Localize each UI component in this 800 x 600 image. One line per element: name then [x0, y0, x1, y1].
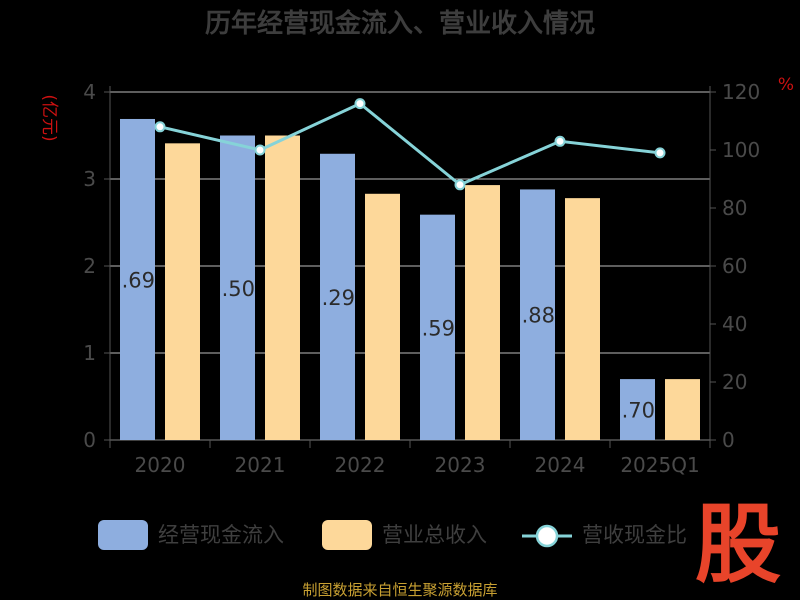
ratio-point	[254, 144, 266, 156]
legend-marker-ratio	[535, 524, 559, 548]
bar-value-label: .59	[422, 316, 455, 340]
ratio-point	[454, 179, 466, 191]
bar-revenue	[665, 379, 700, 440]
ratio-line-path	[159, 101, 661, 187]
legend-swatch-revenue	[322, 520, 372, 550]
logo-mark: 股	[695, 494, 781, 595]
source-note: 制图数据来自恒生聚源数据库	[302, 581, 497, 599]
chart-title: 历年经营现金流入、营业收入情况	[205, 8, 595, 39]
right-tick-label: 120	[722, 80, 760, 104]
left-tick-label: 3	[83, 167, 96, 191]
left-axis-ticks: 0 1 2 3 4	[83, 80, 111, 452]
right-tick-label: 40	[722, 312, 747, 336]
left-tick-label: 2	[83, 254, 96, 278]
bar-revenue	[465, 185, 500, 440]
x-tick-label: 2023	[435, 453, 486, 477]
x-tick-label: 2020	[135, 453, 186, 477]
ratio-point	[654, 147, 666, 159]
bar-value-label: .50	[222, 277, 255, 301]
x-tick-label: 2021	[235, 453, 286, 477]
legend-swatch-cash-inflow	[98, 520, 148, 550]
right-tick-label: 80	[722, 196, 747, 220]
right-axis-ticks: 0 20 40 60 80 100 120	[709, 80, 760, 452]
right-axis-unit: %	[778, 75, 794, 95]
left-tick-label: 4	[83, 80, 96, 104]
right-tick-label: 100	[722, 138, 760, 162]
right-tick-label: 20	[722, 370, 747, 394]
bar-cash-inflow	[420, 214, 455, 440]
x-tick-label: 2025Q1	[620, 453, 699, 477]
ratio-point	[554, 135, 566, 147]
bar-value-label: .29	[322, 286, 355, 310]
x-tick-label: 2024	[535, 453, 586, 477]
left-tick-label: 1	[83, 341, 96, 365]
bar-revenue	[165, 143, 200, 440]
bar-cash-inflow	[620, 379, 655, 440]
legend-label-cash-inflow: 经营现金流入	[158, 523, 284, 547]
bar-cash-inflow	[220, 135, 255, 440]
bar-cash-inflow	[320, 153, 355, 440]
left-tick-label: 0	[83, 428, 96, 452]
ratio-point	[354, 98, 366, 110]
bar-revenue	[265, 135, 300, 440]
bar-value-label: .69	[122, 268, 155, 292]
legend: 经营现金流入 营业总收入 营收现金比	[98, 520, 687, 550]
ratio-point	[154, 121, 166, 133]
x-tick-label: 2022	[335, 453, 386, 477]
bar-cash-inflow	[120, 118, 155, 440]
bar-labels: .69 .50 .29 .59 .88 .70	[122, 268, 655, 422]
right-tick-label: 0	[722, 428, 735, 452]
bar-revenue	[565, 198, 600, 440]
bar-value-label: .88	[522, 304, 555, 328]
legend-label-revenue: 营业总收入	[382, 523, 487, 547]
bar-value-label: .70	[622, 399, 655, 423]
bar-cash-inflow	[520, 189, 555, 440]
x-axis: 2020 2021 2022 2023 2024 2025Q1	[109, 440, 711, 477]
right-tick-label: 60	[722, 254, 747, 278]
bars	[120, 118, 700, 440]
ratio-line	[154, 98, 666, 191]
legend-label-ratio: 营收现金比	[582, 523, 687, 547]
left-axis-unit: (亿元)	[39, 94, 59, 141]
bar-revenue	[365, 193, 400, 440]
